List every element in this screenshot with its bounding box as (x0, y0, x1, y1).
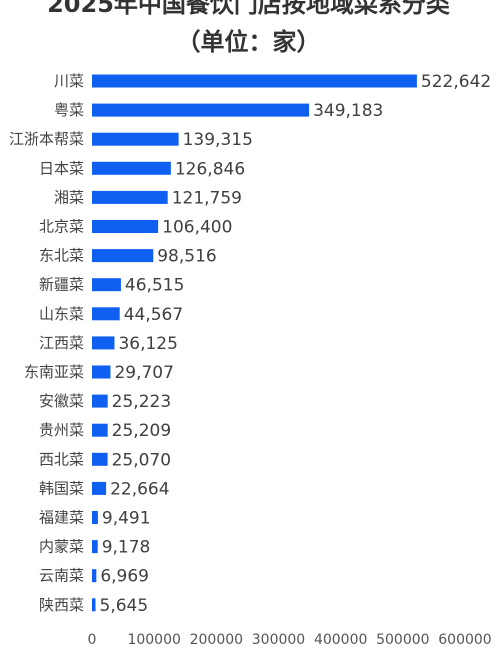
value-label: 9,491 (102, 509, 151, 529)
category-label: 川菜 (54, 72, 84, 90)
category-label: 粤菜 (54, 101, 84, 119)
bar (92, 598, 96, 612)
chart-title: 2025年中国餐饮门店按地域菜系分类 (47, 0, 450, 18)
bar (92, 190, 168, 204)
value-label: 121,759 (172, 188, 242, 208)
x-tick-label: 0 (88, 632, 97, 648)
bar (92, 161, 171, 175)
category-label: 西北菜 (39, 450, 84, 468)
value-label: 29,707 (114, 363, 173, 383)
value-label: 25,070 (112, 450, 171, 470)
bar (92, 132, 179, 146)
bar (92, 103, 310, 117)
value-label: 5,645 (100, 596, 149, 616)
category-label: 贵州菜 (39, 421, 84, 439)
category-label: 江西菜 (39, 334, 84, 352)
category-label: 陕西菜 (39, 596, 84, 614)
category-label: 江浙本帮菜 (9, 130, 84, 148)
bar (92, 74, 417, 88)
bar (92, 423, 108, 437)
category-label: 韩国菜 (39, 479, 84, 497)
category-label: 东南亚菜 (24, 363, 84, 381)
value-label: 126,846 (175, 159, 245, 179)
value-label: 6,969 (100, 567, 149, 587)
bar (92, 249, 154, 263)
category-label: 安徽菜 (39, 392, 84, 410)
category-label: 福建菜 (39, 509, 84, 527)
value-label: 9,178 (102, 538, 151, 558)
bar (92, 569, 97, 583)
value-label: 98,516 (157, 247, 216, 267)
x-tick-label: 300000 (252, 632, 305, 648)
x-tick-label: 600000 (438, 632, 491, 648)
chart-subtitle: （单位：家） (176, 28, 321, 56)
category-label: 云南菜 (39, 567, 84, 585)
bar (92, 511, 98, 524)
bar (92, 481, 107, 495)
bar (92, 365, 111, 379)
value-label: 36,125 (118, 334, 177, 354)
category-label: 新疆菜 (39, 276, 84, 294)
value-label: 106,400 (162, 218, 232, 238)
value-label: 522,642 (421, 72, 491, 92)
category-label: 日本菜 (39, 159, 84, 177)
value-label: 25,209 (112, 421, 171, 441)
category-label: 湘菜 (54, 188, 84, 206)
x-tick-label: 200000 (190, 632, 243, 648)
x-tick-label: 100000 (127, 632, 180, 648)
value-label: 22,664 (110, 479, 169, 499)
value-label: 139,315 (183, 130, 253, 150)
category-label: 内蒙菜 (39, 538, 84, 556)
category-label: 山东菜 (39, 305, 84, 323)
category-label: 北京菜 (39, 218, 84, 236)
x-tick-label: 500000 (376, 632, 429, 648)
bar (92, 278, 121, 292)
bar (92, 220, 159, 233)
bar (92, 394, 108, 408)
value-label: 25,223 (112, 392, 171, 412)
bar (92, 307, 120, 321)
value-label: 349,183 (313, 101, 383, 121)
bar (92, 452, 108, 466)
x-tick-label: 400000 (314, 632, 367, 648)
bar (92, 336, 115, 350)
category-label: 东北菜 (39, 247, 84, 265)
value-label: 44,567 (124, 305, 183, 325)
value-label: 46,515 (125, 276, 184, 296)
bar (92, 540, 98, 554)
